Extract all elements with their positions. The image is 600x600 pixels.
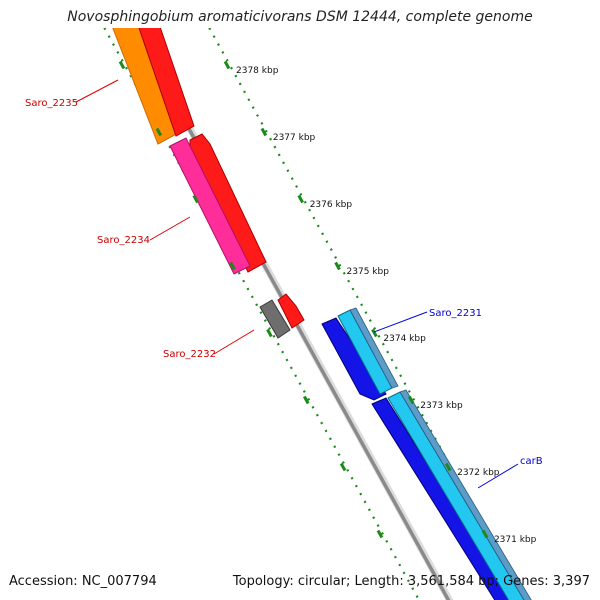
inner-major-tick (155, 127, 163, 137)
gene-arrow-saro-2234[interactable] (169, 137, 251, 275)
map-title: Novosphingobium aromaticivorans DSM 1244… (67, 9, 533, 25)
inner-major-tick (192, 194, 199, 204)
tick-label: 2376 kbp (310, 200, 353, 210)
gene-arrow-saro-2232-grey[interactable] (259, 299, 291, 339)
leader-line-saro-2234 (149, 216, 191, 241)
leader-line-saro-2231 (373, 311, 428, 333)
gene-label-saro-2235[interactable]: Saro_2235 (25, 98, 78, 109)
tick-label: 2373 kbp (420, 401, 463, 411)
gene-arrow-saro-2235[interactable] (126, 0, 195, 137)
ruler-line-right (208, 28, 526, 600)
major-tick (260, 127, 268, 137)
genome-summary-text: Topology: circular; Length: 3,561,584 bp… (232, 574, 590, 589)
major-tick (371, 328, 378, 338)
tick-label: 2371 kbp (494, 535, 537, 545)
major-tick (408, 395, 415, 405)
major-tick (444, 462, 452, 472)
leader-line-saro-2232 (213, 329, 255, 355)
gene-label-saro-2234[interactable]: Saro_2234 (97, 235, 150, 246)
inner-major-tick (118, 60, 126, 70)
gene-arrow-saro-2231-dark[interactable] (321, 317, 387, 401)
inner-major-tick (376, 529, 384, 539)
major-tick (481, 529, 489, 539)
gene-arrow-carb-dark[interactable] (371, 397, 520, 600)
tick-label: 2374 kbp (383, 334, 426, 344)
tick-label: 2378 kbp (236, 66, 279, 76)
tick-label: 2372 kbp (457, 468, 500, 478)
gene-arrow-saro-2232[interactable] (277, 293, 305, 329)
gene-arrow-carb-outline (399, 389, 532, 600)
leader-line-carb (477, 463, 519, 489)
inner-major-tick (339, 462, 347, 472)
gene-label-carb[interactable]: carB (520, 456, 543, 467)
accession-text: Accession: NC_007794 (9, 574, 157, 589)
tick-label: 2377 kbp (273, 133, 316, 143)
gene-label-saro-2231[interactable]: Saro_2231 (429, 308, 482, 319)
leader-line-saro-2235 (75, 79, 119, 103)
major-tick (334, 261, 341, 271)
gene-arrow-saro-2231-outline (349, 307, 399, 389)
gene-arrow-carb[interactable] (387, 391, 530, 600)
tick-label: 2375 kbp (347, 267, 390, 277)
ruler-line-left (103, 28, 421, 600)
gene-label-saro-2232[interactable]: Saro_2232 (163, 349, 216, 360)
inner-major-tick (229, 261, 236, 271)
tick-layer: 2378 kbp 2377 kbp 2376 kbp 2375 kbp 2374 kbp… (118, 60, 537, 545)
major-tick (223, 60, 231, 70)
major-tick (297, 194, 304, 204)
inner-major-tick (266, 328, 273, 338)
inner-major-tick (303, 395, 310, 405)
